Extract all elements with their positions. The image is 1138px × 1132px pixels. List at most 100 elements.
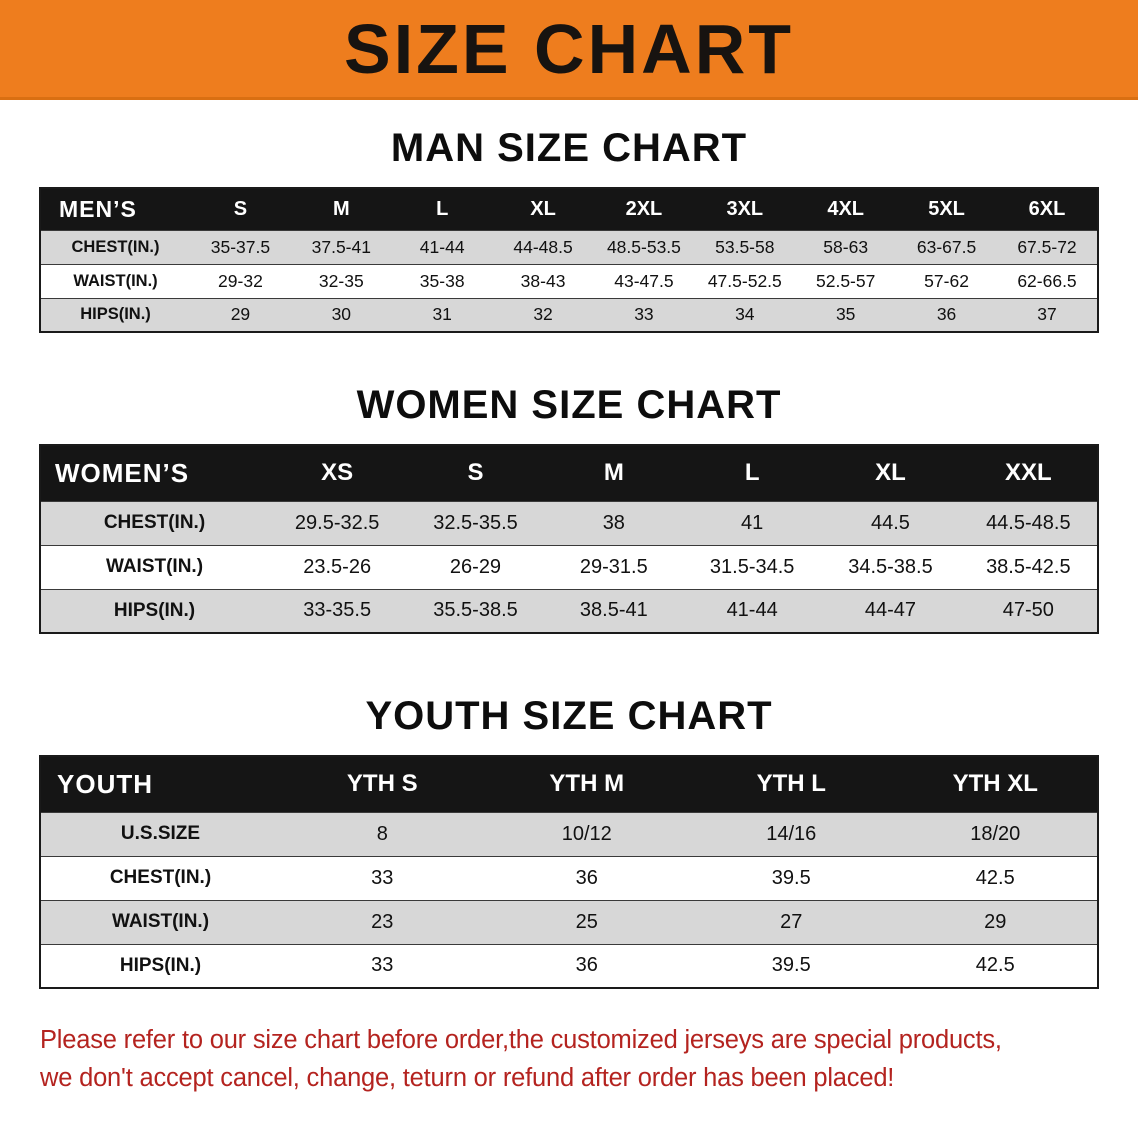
- size-value: 31: [391, 297, 493, 332]
- men-table-label: MEN’S: [40, 188, 190, 230]
- size-value: 35-37.5: [190, 229, 291, 264]
- table-row: WAIST(IN.) 23 25 27 29: [40, 899, 1098, 944]
- women-section-title: WOMEN SIZE CHART: [356, 383, 782, 427]
- size-value: 44-47: [821, 588, 960, 633]
- row-label: WAIST(IN.): [40, 544, 268, 589]
- size-value: 27: [689, 899, 894, 944]
- youth-size-table: YOUTH YTH S YTH M YTH L YTH XL U.S.SIZE 8 10/12…: [39, 755, 1099, 989]
- size-value: 30: [290, 297, 392, 332]
- size-value: 37.5-41: [290, 229, 392, 264]
- footer-line-1: Please refer to our size chart before or…: [40, 1026, 1002, 1054]
- size-value: 31.5-34.5: [682, 544, 822, 589]
- size-value: 62-66.5: [997, 263, 1098, 298]
- women-size-table: WOMEN’S XS S M L XL XXL CHEST(IN.) 29.5-32.5 32.5…: [39, 444, 1099, 634]
- size-column-header: 2XL: [593, 188, 695, 230]
- size-value: 10/12: [484, 811, 689, 856]
- size-value: 47-50: [959, 588, 1098, 633]
- table-row: HIPS(IN.) 33 36 39.5 42.5: [40, 943, 1098, 988]
- table-row: CHEST(IN.) 29.5-32.5 32.5-35.5 38 41 44.5 44.5…: [40, 500, 1098, 545]
- size-column-header: L: [391, 188, 493, 230]
- size-value: 35.5-38.5: [406, 588, 545, 633]
- size-value: 36: [484, 855, 689, 900]
- size-value: 41-44: [391, 229, 493, 264]
- size-value: 47.5-52.5: [694, 263, 796, 298]
- size-value: 29: [893, 899, 1098, 944]
- footer-note: Please refer to our size chart before or…: [40, 1021, 1098, 1098]
- size-value: 32: [492, 297, 594, 332]
- youth-header-row: YOUTH YTH S YTH M YTH L YTH XL: [40, 756, 1098, 812]
- size-value: 37: [997, 297, 1098, 332]
- row-label: CHEST(IN.): [40, 500, 268, 545]
- size-value: 14/16: [689, 811, 894, 856]
- size-value: 29-32: [190, 263, 291, 298]
- size-value: 44-48.5: [492, 229, 594, 264]
- size-value: 39.5: [689, 943, 894, 988]
- size-column-header: XXL: [959, 445, 1098, 501]
- row-label: HIPS(IN.): [40, 588, 268, 633]
- size-column-header: XS: [268, 445, 407, 501]
- size-column-header: 6XL: [997, 188, 1098, 230]
- size-value: 36: [484, 943, 689, 988]
- size-column-header: 4XL: [795, 188, 897, 230]
- size-column-header: M: [290, 188, 392, 230]
- youth-section-title: YOUTH SIZE CHART: [365, 694, 773, 738]
- size-column-header: YTH S: [280, 756, 485, 812]
- size-value: 18/20: [893, 811, 1098, 856]
- table-row: HIPS(IN.) 29 30 31 32 33 34 35 36 37: [40, 297, 1098, 332]
- size-column-header: 5XL: [896, 188, 997, 230]
- footer-line-2: we don't accept cancel, change, teturn o…: [40, 1064, 895, 1093]
- size-value: 36: [896, 297, 997, 332]
- size-column-header: YTH M: [484, 756, 689, 812]
- row-label: U.S.SIZE: [40, 811, 280, 856]
- size-value: 63-67.5: [896, 229, 997, 264]
- size-chart-sections: MAN SIZE CHART MEN’S S M L XL 2XL 3XL 4XL 5XL 6XL C…: [0, 126, 1138, 989]
- row-label: WAIST(IN.): [40, 263, 190, 298]
- banner: SIZE CHART: [0, 0, 1138, 100]
- row-label: WAIST(IN.): [40, 899, 280, 944]
- size-value: 29.5-32.5: [268, 500, 407, 545]
- size-value: 57-62: [896, 263, 997, 298]
- size-column-header: 3XL: [694, 188, 796, 230]
- table-row: CHEST(IN.) 35-37.5 37.5-41 41-44 44-48.5 48.5…: [40, 229, 1098, 264]
- size-value: 25: [484, 899, 689, 944]
- size-column-header: M: [544, 445, 683, 501]
- page-title: SIZE CHART: [344, 9, 794, 88]
- size-value: 42.5: [893, 855, 1098, 900]
- size-chart-section-youth: YOUTH SIZE CHART YOUTH YTH S YTH M YTH L YTH …: [0, 694, 1138, 989]
- size-value: 38.5-41: [544, 588, 683, 633]
- size-value: 52.5-57: [795, 263, 897, 298]
- size-value: 41: [682, 500, 822, 545]
- size-value: 48.5-53.5: [593, 229, 695, 264]
- men-size-table: MEN’S S M L XL 2XL 3XL 4XL 5XL 6XL CHEST(IN.) 35-37…: [39, 187, 1099, 333]
- size-value: 34.5-38.5: [821, 544, 960, 589]
- size-value: 29: [190, 297, 291, 332]
- size-value: 41-44: [682, 588, 822, 633]
- size-value: 42.5: [893, 943, 1098, 988]
- women-table-label: WOMEN’S: [40, 445, 268, 501]
- size-value: 38: [544, 500, 683, 545]
- size-value: 35-38: [391, 263, 493, 298]
- size-chart-section-women: WOMEN SIZE CHART WOMEN’S XS S M L XL XXL CHEST(I…: [0, 383, 1138, 634]
- size-value: 58-63: [795, 229, 897, 264]
- size-column-header: S: [190, 188, 291, 230]
- size-value: 33-35.5: [268, 588, 407, 633]
- row-label: HIPS(IN.): [40, 943, 280, 988]
- size-value: 39.5: [689, 855, 894, 900]
- table-row: WAIST(IN.) 29-32 32-35 35-38 38-43 43-47.5 47.…: [40, 263, 1098, 298]
- table-row: HIPS(IN.) 33-35.5 35.5-38.5 38.5-41 41-44 44-…: [40, 588, 1098, 633]
- size-value: 44.5: [821, 500, 960, 545]
- table-row: U.S.SIZE 8 10/12 14/16 18/20: [40, 811, 1098, 856]
- size-value: 53.5-58: [694, 229, 796, 264]
- men-section-title: MAN SIZE CHART: [390, 126, 748, 170]
- row-label: HIPS(IN.): [40, 297, 190, 332]
- row-label: CHEST(IN.): [40, 229, 190, 264]
- size-value: 44.5-48.5: [959, 500, 1098, 545]
- size-value: 32.5-35.5: [406, 500, 545, 545]
- size-value: 33: [593, 297, 695, 332]
- size-value: 34: [694, 297, 796, 332]
- size-column-header: YTH XL: [893, 756, 1098, 812]
- size-value: 33: [280, 855, 485, 900]
- size-value: 29-31.5: [544, 544, 683, 589]
- size-value: 67.5-72: [997, 229, 1098, 264]
